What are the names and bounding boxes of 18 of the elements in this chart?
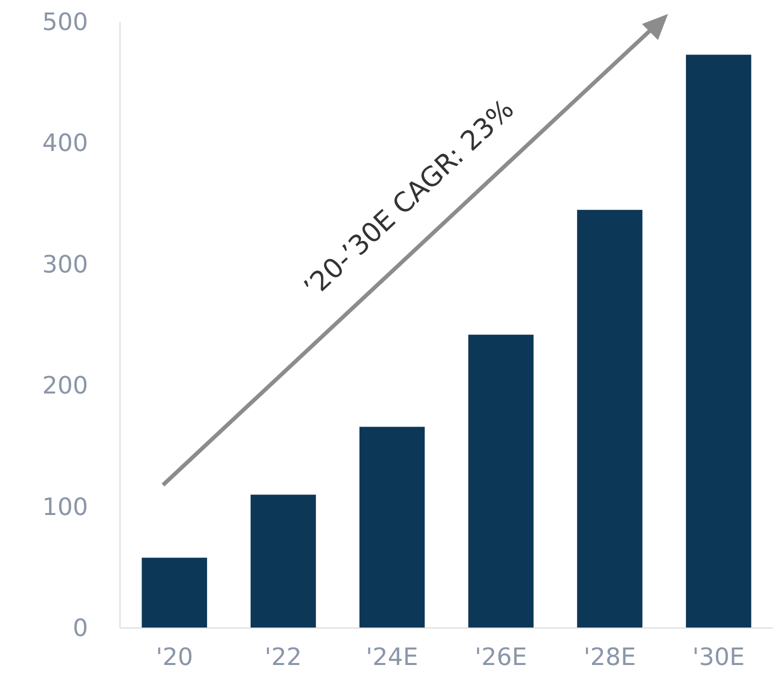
bar	[686, 54, 752, 628]
x-tick-label: '26E	[474, 643, 528, 671]
x-tick-label: '20	[156, 643, 193, 671]
y-tick-label: 200	[42, 372, 88, 400]
bar	[359, 426, 425, 628]
x-tick-label: '30E	[692, 643, 745, 671]
y-tick-label: 500	[42, 8, 88, 36]
x-tick-label: '28E	[584, 643, 636, 671]
bar	[577, 210, 642, 628]
x-tick-label: '24E	[366, 643, 418, 671]
y-tick-label: 300	[42, 250, 88, 278]
x-tick-label: '22	[264, 643, 302, 671]
y-tick-label: 100	[42, 492, 88, 521]
y-tick-label: 0	[72, 614, 88, 642]
bar	[468, 334, 534, 628]
bar	[142, 558, 208, 628]
y-tick-label: 400	[42, 129, 88, 158]
bar	[250, 494, 316, 628]
